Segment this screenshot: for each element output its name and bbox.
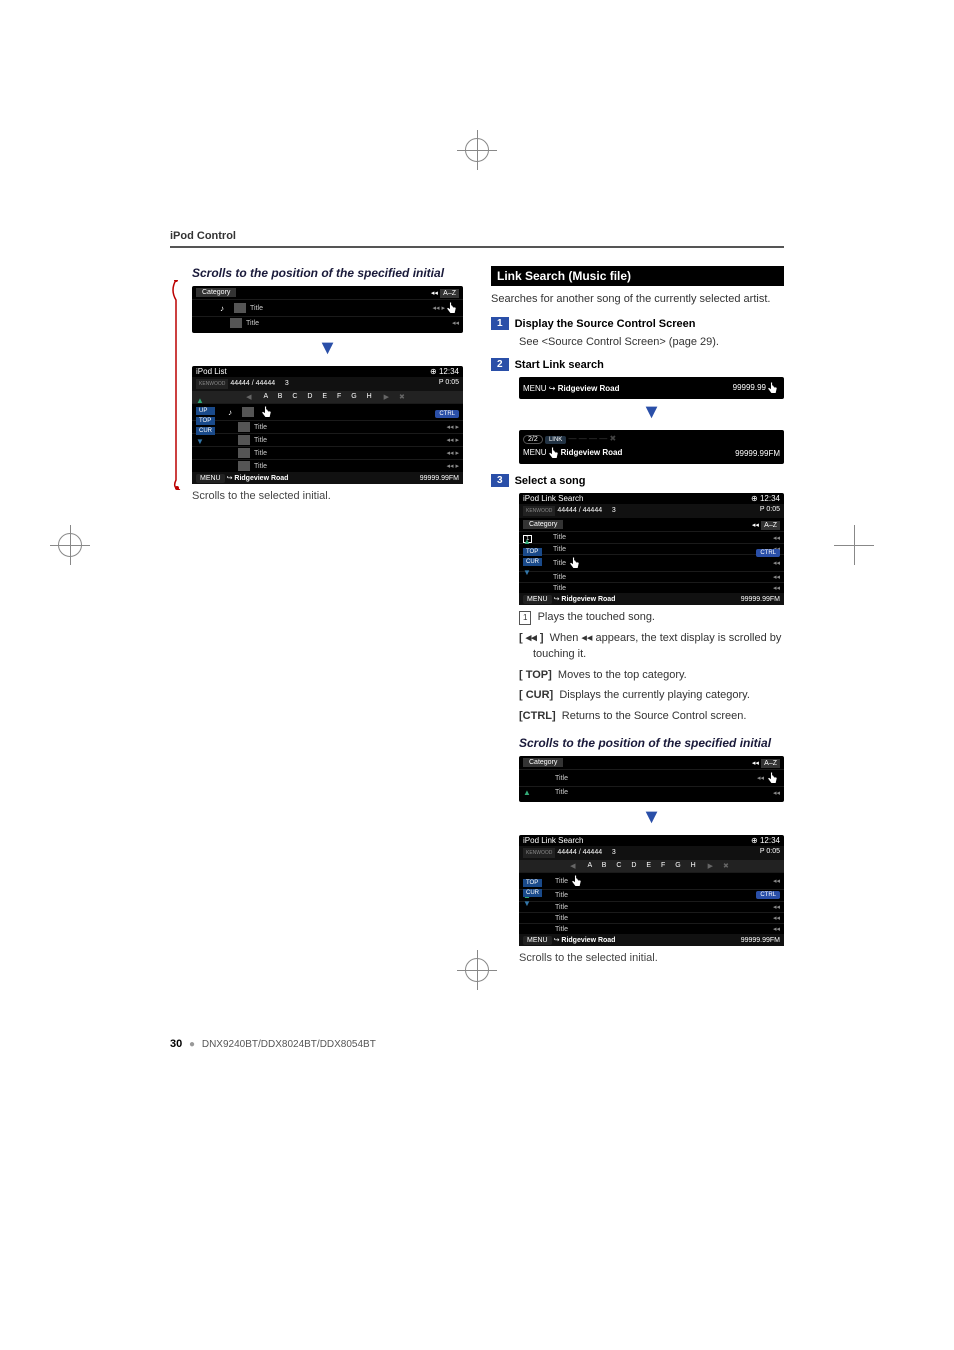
- step-num-3: 3: [491, 474, 509, 487]
- ctrl-chip[interactable]: CTRL: [435, 410, 459, 418]
- right-column: Link Search (Music file) Searches for an…: [491, 266, 784, 978]
- step-label-3: Select a song: [515, 475, 586, 487]
- legend-key-ctrl: [CTRL]: [519, 710, 556, 722]
- touch-cursor-icon: [766, 381, 780, 395]
- top-btn[interactable]: TOP: [523, 548, 542, 556]
- pager: 2/2: [523, 435, 543, 444]
- left-column: Scrolls to the position of the specified…: [170, 266, 463, 978]
- cur-btn[interactable]: CUR: [196, 427, 215, 435]
- ipod-link-search-screen-2: iPod Link Search⊕ 12:34 KENWOOD 44444 / …: [519, 835, 784, 946]
- legend-key-rewind: [ ◂◂ ]: [519, 632, 543, 644]
- ipod-link-search-screen: iPod Link Search⊕ 12:34 KENWOOD 44444 / …: [519, 493, 784, 605]
- step-num-1: 1: [491, 317, 509, 330]
- legend-key-cur: [ CUR]: [519, 689, 553, 701]
- touch-cursor-icon: [570, 874, 584, 888]
- list-name: iPod List: [196, 367, 227, 376]
- link-search-heading: Link Search (Music file): [491, 266, 784, 286]
- up-btn[interactable]: UP: [196, 407, 215, 415]
- left-scroll-title: Scrolls to the position of the specified…: [192, 266, 463, 280]
- right-caption: Scrolls to the selected initial.: [519, 952, 784, 964]
- touch-cursor-icon: [260, 405, 274, 419]
- top-btn[interactable]: TOP: [196, 417, 215, 425]
- legend-key-top: [ TOP]: [519, 669, 552, 681]
- left-caption: Scrolls to the selected initial.: [192, 490, 463, 502]
- category-label: Category: [196, 288, 236, 297]
- step-2: 2 Start Link search: [491, 358, 784, 371]
- row-title: Title: [246, 320, 448, 327]
- step-3: 3 Select a song: [491, 474, 784, 487]
- side-btns: ▲ UP TOP CUR ▼: [196, 396, 215, 446]
- link-bar-1: MENU ↪ Ridgeview Road99999.99: [519, 377, 784, 399]
- ipod-list-screen: iPod List⊕ 12:34 KENWOOD 44444 / 44444 3…: [192, 366, 463, 484]
- az-chip: A–Z: [440, 289, 459, 298]
- ctrl-chip[interactable]: CTRL: [756, 891, 780, 899]
- step-num-2: 2: [491, 358, 509, 371]
- step-label-2: Start Link search: [515, 359, 604, 371]
- link-chip[interactable]: LINK: [545, 436, 566, 444]
- clock: ⊕ 12:34: [430, 367, 459, 376]
- touch-cursor-icon: [766, 771, 780, 785]
- down-arrow-icon: ▼: [519, 401, 784, 424]
- menu-btn[interactable]: MENU: [523, 384, 547, 393]
- link-search-desc: Searches for another song of the current…: [491, 292, 784, 307]
- track-count: 44444 / 44444: [230, 380, 275, 387]
- kenwood-chip: KENWOOD: [196, 379, 228, 389]
- top-btn[interactable]: TOP: [523, 879, 542, 887]
- cur-btn[interactable]: CUR: [523, 558, 542, 566]
- freq-label: 99999.99FM: [420, 475, 459, 482]
- link-bar-2: 2/2 LINK — — — — ✖ MENURidgeview Road999…: [519, 430, 784, 464]
- down-arrow-icon: ▼: [519, 806, 784, 829]
- step-1: 1 Display the Source Control Screen: [491, 317, 784, 330]
- touch-cursor-icon: [568, 556, 582, 570]
- right-scroll-title: Scrolls to the position of the specified…: [519, 736, 784, 750]
- page-footer: 30 ● DNX9240BT/DDX8024BT/DDX8054BT: [170, 1038, 784, 1050]
- page-number: 30: [170, 1038, 182, 1050]
- touch-cursor-icon: [445, 301, 459, 315]
- decorative-curve: [170, 280, 190, 490]
- menu-btn[interactable]: MENU: [523, 449, 547, 458]
- ctrl-chip[interactable]: CTRL: [756, 549, 780, 557]
- legend: 1 Plays the touched song. [ ◂◂ ] When ◂◂…: [519, 609, 784, 724]
- step-label-1: Display the Source Control Screen: [515, 318, 696, 330]
- touch-cursor-icon: [547, 446, 561, 460]
- step-desc-1: See <Source Control Screen> (page 29).: [519, 336, 784, 348]
- ipod-category-screen-2: Category◂◂ A–Z Title◂◂ ▲Title◂◂: [519, 756, 784, 802]
- row-title: Title: [250, 305, 429, 312]
- ipod-category-screen: Category◂◂ A–Z ♪Title◂◂ ▸ Title◂◂: [192, 286, 463, 333]
- cur-btn[interactable]: CUR: [523, 889, 542, 897]
- letter-bar[interactable]: A B C D E F G H: [264, 393, 376, 401]
- model-list: DNX9240BT/DDX8024BT/DDX8054BT: [202, 1039, 376, 1050]
- road-label: Ridgeview Road: [234, 475, 288, 482]
- menu-btn[interactable]: MENU: [196, 474, 225, 483]
- play-time: P 0:05: [439, 379, 459, 389]
- legend-num-1: 1: [519, 611, 531, 625]
- section-header: iPod Control: [170, 230, 784, 248]
- down-arrow-icon: ▼: [192, 337, 463, 360]
